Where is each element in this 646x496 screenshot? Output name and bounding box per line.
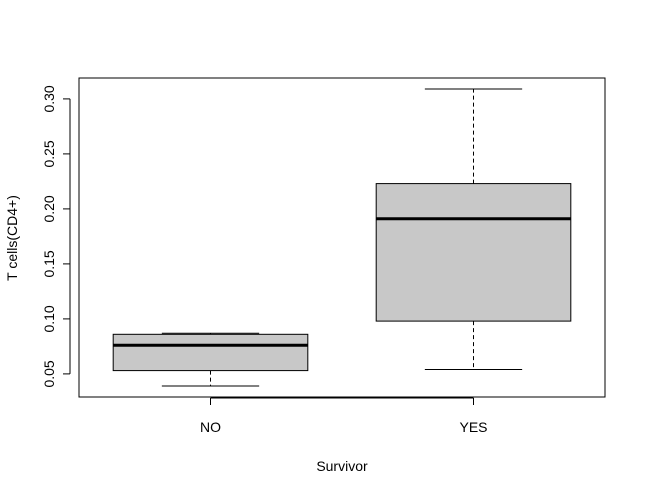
y-axis: 0.05 0.10 0.15 0.20 0.25 0.30: [41, 85, 71, 388]
plot-frame: [78, 77, 606, 398]
box-yes: [375, 88, 572, 370]
x-axis-title: Survivor: [316, 458, 368, 474]
y-tick-label: 0.15: [41, 250, 57, 277]
x-tick-label-no: NO: [200, 419, 221, 435]
y-axis-title: T cells(CD4+): [4, 195, 20, 281]
y-tick-label: 0.30: [41, 85, 57, 112]
x-tick-label-yes: YES: [459, 419, 487, 435]
x-axis: NO YES: [200, 397, 488, 435]
y-tick-label: 0.20: [41, 195, 57, 222]
y-tick-label: 0.10: [41, 305, 57, 332]
box-no: [112, 332, 309, 387]
iqr-box: [375, 183, 572, 322]
y-tick-label: 0.25: [41, 140, 57, 167]
y-tick-label: 0.05: [41, 360, 57, 387]
boxes-group: [112, 88, 572, 387]
iqr-box: [112, 333, 309, 372]
